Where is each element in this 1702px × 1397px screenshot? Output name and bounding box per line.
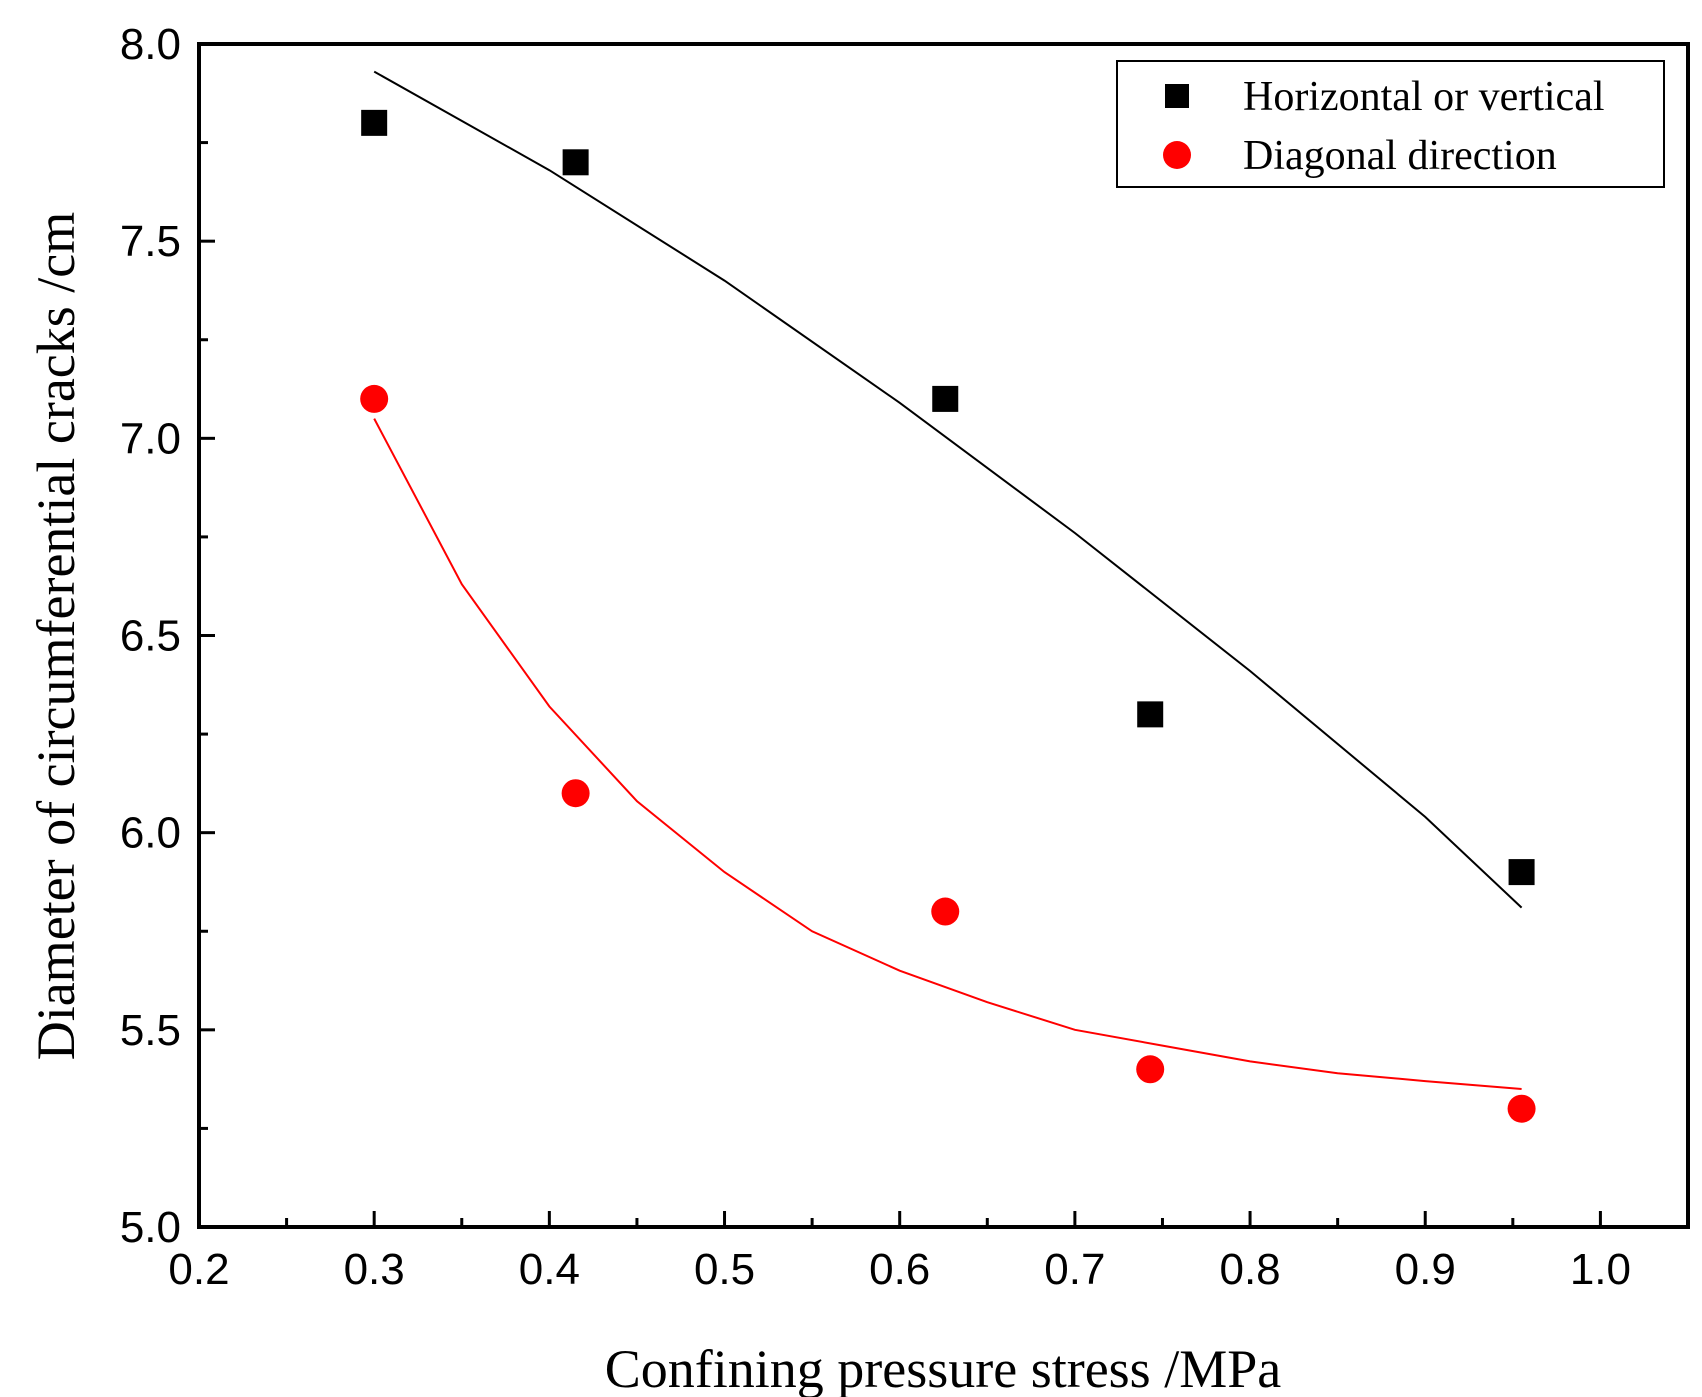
y-axis-title: Diameter of circumferential cracks /cm (26, 212, 86, 1061)
x-tick-label: 0.9 (1395, 1245, 1456, 1294)
data-point-square (932, 385, 959, 412)
x-tick-label: 1.0 (1570, 1245, 1631, 1294)
legend-marker-circle (1163, 141, 1191, 169)
x-tick-label: 0.4 (519, 1245, 580, 1294)
y-tick-label: 6.5 (120, 612, 181, 661)
data-point-square (562, 149, 589, 176)
data-point-circle (1507, 1094, 1536, 1123)
y-tick-label: 5.5 (120, 1006, 181, 1055)
fit-lines (373, 70, 1523, 1090)
y-tick-label: 8.0 (120, 20, 181, 69)
data-point-square (1137, 701, 1164, 728)
data-point-circle (1136, 1055, 1165, 1084)
data-points (360, 109, 1536, 1123)
y-tick-label: 6.0 (120, 809, 181, 858)
fit-line-diagonal (373, 418, 1522, 1090)
y-tick-label: 5.0 (120, 1203, 181, 1252)
legend-box (1116, 60, 1665, 188)
data-point-circle (360, 384, 389, 413)
data-point-circle (931, 897, 960, 926)
x-axis-title: Confining pressure stress /MPa (605, 1339, 1281, 1397)
axis-ticks: 0.2 0.3 0.4 0.5 0.6 0.7 0.8 0.9 1.0 5.0 5.5 6.0 6.5 7… (120, 20, 1631, 1294)
data-point-circle (561, 779, 590, 808)
data-point-square (361, 109, 388, 136)
x-tick-label: 0.2 (168, 1245, 229, 1294)
legend-label-horizontal: Horizontal or vertical (1243, 74, 1605, 120)
fit-line-horizontal (373, 70, 1523, 909)
legend: Horizontal or vertical Diagonal directio… (1116, 60, 1665, 188)
data-point-square (1508, 859, 1535, 886)
y-tick-label: 7.5 (120, 217, 181, 266)
y-tick-label: 7.0 (120, 414, 181, 463)
x-tick-label: 0.6 (869, 1245, 930, 1294)
plot-frame (197, 42, 1690, 1229)
x-tick-label: 0.8 (1219, 1245, 1280, 1294)
x-tick-label: 0.5 (694, 1245, 755, 1294)
x-tick-label: 0.3 (344, 1245, 405, 1294)
legend-label-diagonal: Diagonal direction (1243, 133, 1557, 179)
x-tick-label: 0.7 (1044, 1245, 1105, 1294)
legend-marker-square (1165, 84, 1189, 108)
